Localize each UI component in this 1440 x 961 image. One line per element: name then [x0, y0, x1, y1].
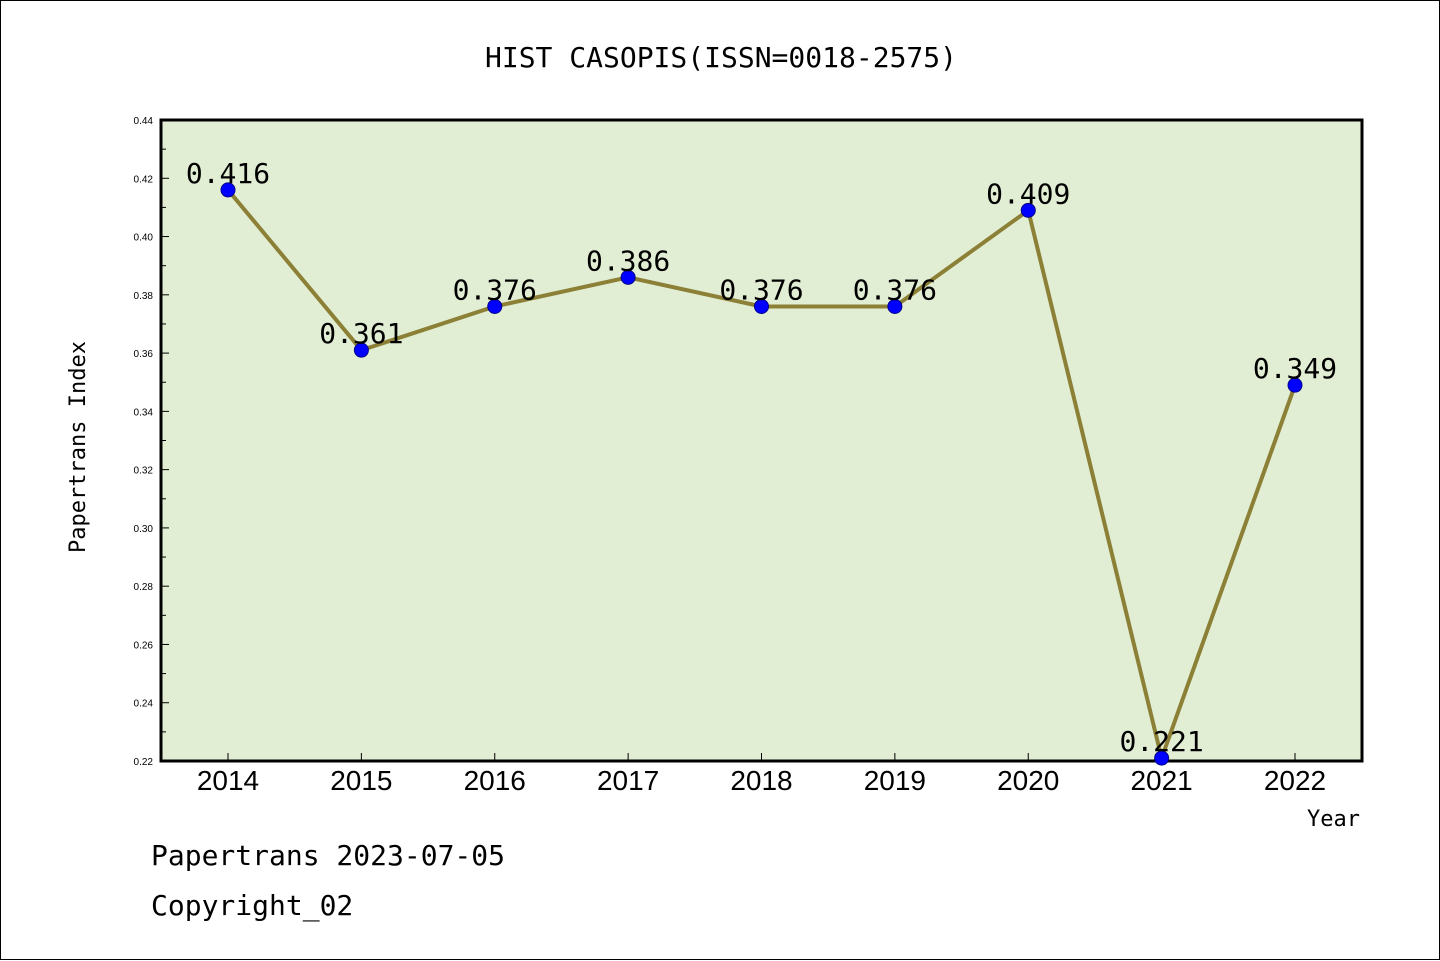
- chart-title: HIST CASOPIS(ISSN=0018-2575): [485, 41, 957, 74]
- y-tick-label: 0.24: [134, 699, 154, 710]
- x-tick-label: 2019: [864, 765, 926, 796]
- series-group: 0.416 0.361 0.376 0.386 0.376 0.376 0.409 0.221…: [186, 157, 1337, 766]
- x-tick-label: 2018: [730, 765, 792, 796]
- data-label: 0.349: [1253, 352, 1337, 385]
- data-label: 0.361: [319, 317, 403, 350]
- y-tick-label: 0.26: [134, 640, 154, 651]
- data-point: [487, 298, 503, 314]
- data-point: [620, 269, 636, 285]
- y-tick-label: 0.36: [134, 349, 154, 360]
- x-tick-label: 2022: [1264, 765, 1326, 796]
- y-tick-label: 0.44: [134, 116, 154, 127]
- x-axis: 2014 2015 2016 2017 2018 2019 2020 2021 2022: [197, 753, 1326, 796]
- y-tick-label: 0.22: [134, 757, 154, 768]
- x-tick-label: 2020: [997, 765, 1059, 796]
- data-label: 0.221: [1119, 725, 1203, 758]
- data-point: [1020, 202, 1036, 218]
- data-label: 0.386: [586, 244, 670, 277]
- y-tick-label: 0.40: [134, 233, 154, 244]
- y-axis: 0.22 0.24 0.26 0.28 0.30 0.32 0.34 0.36 0.38 0.40…: [134, 116, 169, 768]
- y-axis-label: Papertrans Index: [66, 341, 91, 553]
- y-tick-label: 0.34: [134, 407, 154, 418]
- data-point: [887, 298, 903, 314]
- footer-date: Papertrans 2023-07-05: [151, 839, 505, 872]
- y-tick-label: 0.38: [134, 291, 154, 302]
- data-point: [353, 342, 369, 358]
- data-label: 0.416: [186, 157, 270, 190]
- x-tick-label: 2021: [1130, 765, 1192, 796]
- x-tick-label: 2017: [597, 765, 659, 796]
- data-label: 0.376: [719, 273, 803, 306]
- data-label: 0.376: [853, 273, 937, 306]
- plot-area: [159, 118, 1364, 763]
- footer-copyright: Copyright_02: [151, 889, 353, 923]
- y-tick-label: 0.42: [134, 174, 154, 185]
- x-tick-label: 2015: [330, 765, 392, 796]
- y-tick-label: 0.28: [134, 582, 154, 593]
- data-point: [754, 298, 769, 314]
- y-tick-label: 0.30: [134, 524, 154, 535]
- y-tick-label: 0.32: [134, 466, 154, 477]
- x-axis-label: Year: [1307, 807, 1360, 832]
- data-label: 0.409: [986, 177, 1070, 210]
- x-tick-label: 2016: [464, 765, 526, 796]
- x-tick-label: 2014: [197, 765, 259, 796]
- data-point: [220, 182, 236, 198]
- data-point: [1154, 750, 1170, 766]
- data-label: 0.376: [453, 273, 537, 306]
- data-point: [1287, 377, 1303, 393]
